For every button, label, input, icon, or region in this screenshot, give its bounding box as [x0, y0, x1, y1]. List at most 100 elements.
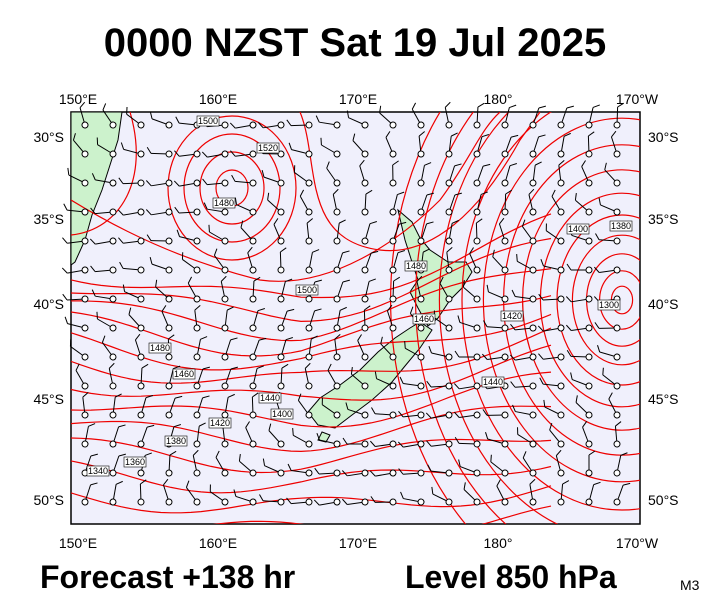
barb-station	[445, 208, 453, 216]
barb-station	[613, 266, 621, 274]
barb-flag	[346, 110, 350, 118]
barb-flag	[64, 316, 69, 324]
barb-station	[389, 353, 397, 361]
barb-flag	[91, 289, 96, 297]
contour-label: 1340	[88, 466, 108, 476]
barb-station	[389, 498, 397, 506]
barb	[361, 250, 379, 274]
barb	[193, 366, 210, 390]
barb	[277, 363, 289, 390]
contour-label-box	[256, 142, 280, 154]
barb-station	[557, 353, 565, 361]
contour	[438, 112, 559, 524]
barb-station	[473, 498, 481, 506]
barb-flag	[374, 371, 378, 379]
barb-station	[305, 382, 313, 390]
barb	[221, 366, 238, 390]
barb-flag	[101, 335, 106, 343]
barb-station	[165, 266, 173, 274]
barb-station	[417, 121, 425, 129]
barb-station	[557, 208, 565, 216]
barb	[89, 237, 117, 245]
barb-station	[417, 150, 425, 158]
barb-flag	[368, 278, 376, 282]
barb-flag	[453, 383, 460, 390]
barb-station	[109, 208, 117, 216]
barb	[473, 134, 489, 158]
barb-flag	[426, 440, 432, 447]
barb-flag	[332, 188, 339, 195]
lat-label: 35°S	[648, 211, 679, 227]
barb	[215, 450, 229, 477]
contour	[71, 485, 552, 514]
barb-station	[557, 324, 565, 332]
lat-label: 50°S	[33, 492, 64, 508]
barb	[585, 450, 596, 477]
barb-flag	[163, 478, 169, 486]
barb-flag	[135, 333, 141, 341]
barb-station	[529, 411, 537, 419]
barb-station	[361, 150, 369, 158]
barb	[417, 131, 425, 158]
barb-station	[557, 440, 565, 448]
lat-label: 50°S	[648, 492, 679, 508]
lon-label: 170°W	[616, 91, 659, 107]
barb-station	[445, 266, 453, 274]
barb	[173, 179, 201, 187]
barb	[566, 349, 593, 361]
barb-station	[109, 498, 117, 506]
barb-flag	[409, 306, 414, 314]
barb-station	[81, 498, 89, 506]
barb-station	[361, 469, 369, 477]
contour-label: 1420	[210, 418, 230, 428]
barb-flag	[469, 247, 474, 254]
barb-station	[389, 121, 397, 129]
barb-station	[557, 179, 565, 187]
barb-station	[305, 469, 313, 477]
barb-flag	[481, 134, 489, 138]
barb	[261, 170, 285, 187]
barb	[333, 219, 346, 245]
barb-flag	[620, 452, 628, 456]
barb-station	[361, 498, 369, 506]
barb	[357, 334, 369, 361]
barb-flag	[426, 192, 434, 196]
barb-flag	[563, 132, 571, 137]
barb-flag	[202, 395, 210, 399]
barb-station	[305, 150, 313, 158]
contour-label: 1480	[406, 261, 426, 271]
barb	[482, 353, 509, 361]
barb-station	[529, 324, 537, 332]
barb-flag	[181, 252, 184, 260]
barb-station	[361, 295, 369, 303]
lat-label: 45°S	[648, 391, 679, 407]
barb	[529, 105, 546, 129]
barb	[557, 105, 574, 129]
barb	[75, 363, 89, 390]
barb	[316, 433, 341, 448]
barb	[249, 276, 261, 303]
map-frame	[70, 111, 641, 525]
barb-flag	[418, 131, 425, 137]
barb-flag	[169, 450, 177, 456]
contour-label-box	[500, 310, 524, 322]
barb-station	[361, 382, 369, 390]
barb	[345, 402, 369, 419]
lat-label: 30°S	[33, 129, 64, 145]
barb-flag	[91, 173, 96, 181]
barb-station	[137, 353, 145, 361]
barb-flag	[145, 209, 152, 216]
contour-label-box	[270, 408, 294, 420]
barb	[174, 206, 201, 216]
barb-flag	[562, 480, 570, 485]
barb-flag	[462, 279, 465, 288]
barb-station	[613, 150, 621, 158]
barb-flag	[350, 366, 353, 375]
barb-flag	[213, 248, 218, 256]
barb-flag	[566, 105, 574, 109]
barb	[398, 411, 425, 419]
barb-station	[501, 440, 509, 448]
barb-station	[81, 150, 89, 158]
barb-flag	[176, 229, 181, 237]
contour-label: 1480	[214, 198, 234, 208]
